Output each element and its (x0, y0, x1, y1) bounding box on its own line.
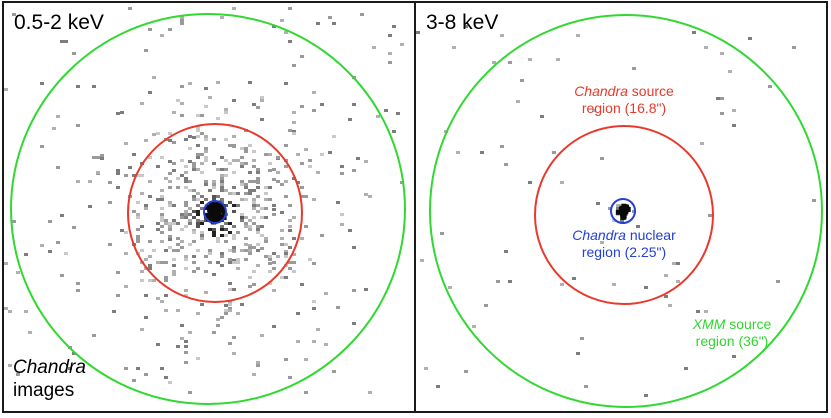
xmm-source-region-circle (10, 13, 406, 405)
soft-band-counts-image (4, 7, 406, 405)
soft-band-count-pixels (4, 7, 404, 394)
energy-band-label: 3-8 keV (426, 11, 499, 34)
chandra-source-name: Chandra (574, 83, 628, 99)
chandra-nuclear-text: nuclear (625, 227, 676, 243)
chandra-source-size: region (16.8") (581, 100, 667, 116)
chandra-nuclear-size: region (2.25") (581, 244, 667, 260)
chandra-nuclear-region-label: Chandra nuclear region (2.25") (544, 227, 704, 261)
xmm-source-region-label: XMM source region (36") (662, 316, 802, 350)
chandra-source-region-circle (534, 125, 714, 305)
soft-band-image-panel: 0.5-2 keV Chandra images (2, 1, 416, 413)
chandra-source-region-label: Chandra source region (16.8") (544, 83, 704, 117)
hard-band-counts-image (416, 14, 823, 408)
chandra-caption-name: Chandra (13, 357, 86, 378)
chandra-images-caption: Chandra images (13, 356, 86, 402)
chandra-source-text: source (627, 83, 674, 99)
chandra-nuclear-name: Chandra (572, 227, 626, 243)
hard-band-count-pixels (416, 25, 816, 397)
xmm-source-name: XMM (692, 316, 726, 332)
hard-band-image-panel: 3-8 keV Chandra source region (16.8") Ch… (414, 1, 828, 413)
chandra-source-region-circle (127, 123, 303, 303)
energy-band-label: 0.5-2 keV (14, 11, 104, 34)
chandra-nuclear-region-circle (610, 198, 636, 224)
chandra-nuclear-region-circle (203, 200, 227, 224)
images-caption-text: images (13, 380, 75, 401)
xmm-source-text: source (725, 316, 772, 332)
xmm-source-size: region (36") (695, 333, 769, 349)
xmm-source-region-circle (429, 14, 823, 408)
